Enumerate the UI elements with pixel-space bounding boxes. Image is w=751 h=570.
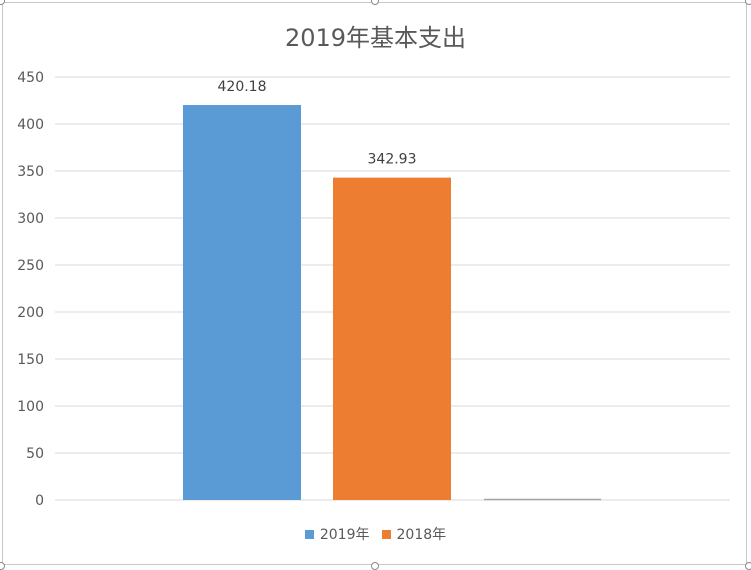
data-label: 342.93: [368, 152, 417, 168]
y-tick-label: 400: [17, 117, 44, 133]
legend-swatch-2019: [304, 529, 314, 539]
resize-handle-top-left[interactable]: [0, 0, 5, 5]
y-tick-label: 200: [17, 305, 44, 321]
y-tick-label: 450: [17, 70, 44, 86]
legend-label-2019: 2019年: [319, 527, 370, 543]
legend-item-2019: 2019年: [304, 524, 370, 544]
chart-title: 2019年基本支出: [284, 24, 467, 52]
resize-handle-top-right[interactable]: [745, 0, 751, 5]
bar-2018年: [333, 177, 451, 500]
legend-label-2018: 2018年: [396, 527, 447, 543]
y-tick-label: 100: [17, 399, 44, 415]
y-tick-label: 0: [35, 493, 44, 509]
resize-handle-top[interactable]: [371, 0, 379, 5]
y-tick-label: 350: [17, 164, 44, 180]
chart-legend: 2019年 2018年: [0, 524, 751, 544]
y-tick-label: 150: [17, 352, 44, 368]
y-tick-label: 250: [17, 258, 44, 274]
data-label: 420.18: [218, 79, 267, 95]
bar-2019年: [183, 105, 301, 501]
y-tick-label: 50: [26, 446, 44, 462]
y-tick-label: 300: [17, 211, 44, 227]
legend-swatch-2018: [381, 529, 391, 539]
legend-item-2018: 2018年: [381, 524, 447, 544]
